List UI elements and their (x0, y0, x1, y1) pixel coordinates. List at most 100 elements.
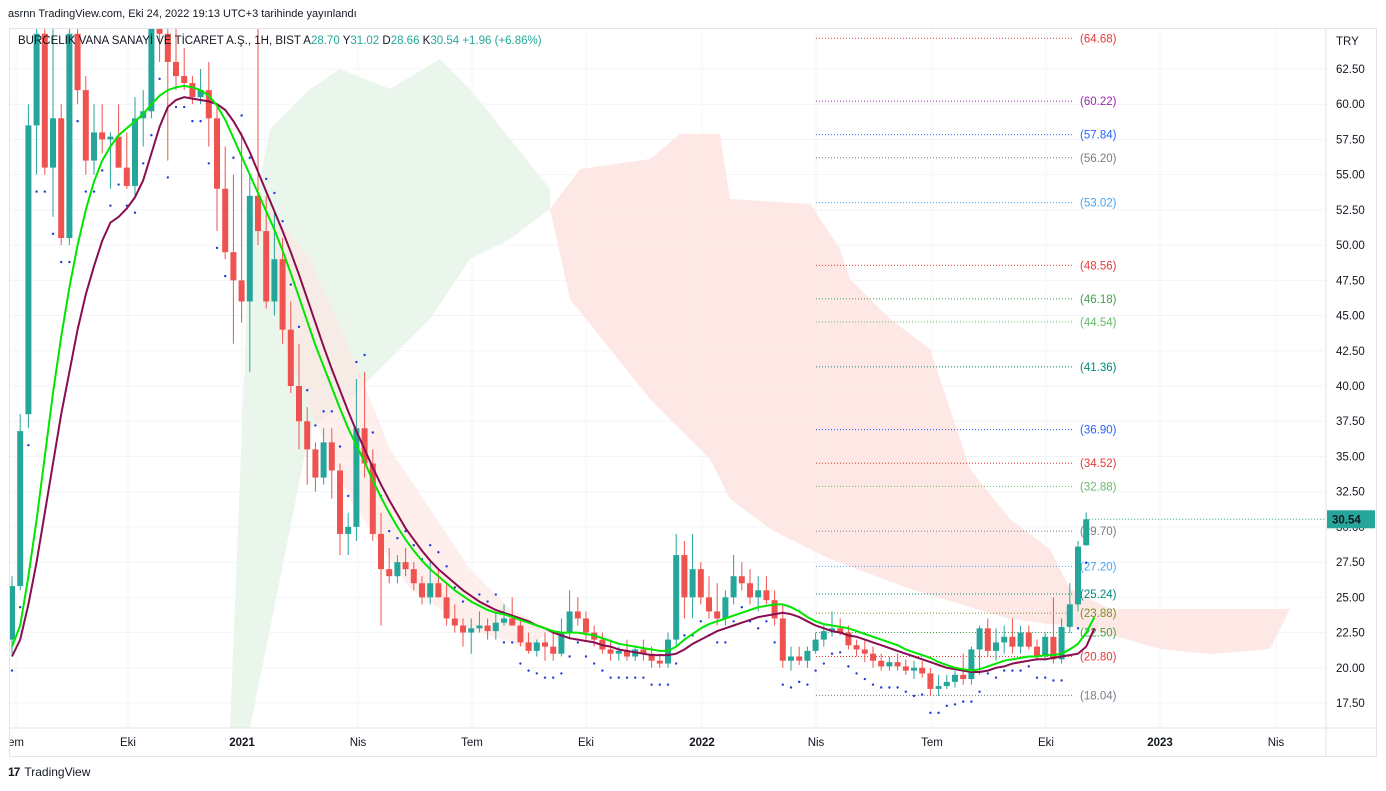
candle-body (328, 442, 335, 471)
candle-body (197, 90, 204, 98)
candle-body (238, 280, 245, 302)
candle-body (943, 681, 950, 687)
candle-body (271, 259, 278, 302)
sar-dot (560, 672, 563, 675)
sar-dot (494, 593, 497, 596)
sar-dot (371, 431, 374, 434)
close-value: 30.54 (430, 35, 460, 47)
sar-dot (27, 443, 30, 447)
cloud-bearish (550, 134, 1290, 654)
candle-body (353, 428, 360, 527)
sar-dot (757, 627, 760, 630)
candle-body (476, 625, 483, 629)
price-tick-label: 35.00 (1336, 451, 1365, 463)
sar-dot (1044, 676, 1047, 679)
candle-body (451, 618, 458, 626)
candle-body (173, 61, 179, 77)
candle-body (697, 569, 704, 598)
sar-dot (822, 662, 825, 665)
candle-body (1058, 626, 1065, 660)
sar-dot (502, 641, 506, 644)
candle-body (50, 118, 56, 168)
candle-body (566, 611, 573, 633)
candle-body (148, 29, 155, 112)
candle-body (976, 628, 983, 650)
last-price-label: 30.54 (1332, 514, 1361, 526)
candle-body (673, 555, 680, 640)
sar-dot (461, 600, 465, 603)
close-label: K (422, 35, 431, 47)
time-tick-label: Nis (1268, 737, 1285, 749)
candle-body (763, 590, 770, 601)
candle-body (845, 632, 852, 646)
sar-dot (880, 686, 883, 689)
candle-body (230, 252, 237, 281)
sar-dot (527, 669, 530, 672)
sar-dot (396, 536, 399, 540)
sar-dot (839, 651, 842, 654)
fast-ma-line (11, 84, 1096, 672)
high-label: Y (342, 35, 351, 47)
fib-level-label: (48.56) (1080, 260, 1117, 272)
chart-pane[interactable]: (64.68) (60.22) (57.84) (56.20) (53.02) (48.5… (9, 28, 1377, 757)
price-chart[interactable]: (64.68) (60.22) (57.84) (56.20) (53.02) (48.5… (10, 29, 1376, 756)
sar-dot (1060, 679, 1063, 682)
change-value: +1.96 (+6.86%) (462, 35, 542, 47)
sar-dot (347, 494, 350, 498)
candle-body (730, 576, 737, 598)
sar-dot (568, 655, 571, 658)
sar-dot (265, 177, 268, 181)
sar-dot (962, 700, 965, 703)
candle-body (164, 33, 171, 62)
currency-label: TRY (1336, 36, 1359, 48)
candle-body (870, 653, 876, 661)
candle-body (1009, 636, 1016, 647)
candle-body (517, 625, 524, 643)
price-tick-label: 62.50 (1336, 64, 1365, 76)
moving-averages (11, 84, 1096, 673)
candle-body (394, 562, 401, 577)
sar-dot (953, 703, 957, 706)
sar-dot (576, 641, 579, 644)
sar-dot (724, 641, 727, 644)
candle-body (501, 618, 507, 623)
candle-body (837, 628, 844, 633)
fib-level-label: (23.88) (1080, 608, 1117, 620)
fib-level-label: (18.04) (1080, 690, 1117, 702)
sar-dot (429, 544, 432, 547)
sar-dot (552, 676, 555, 679)
candle-body (386, 569, 393, 577)
sar-dot (740, 605, 743, 609)
sar-dot (322, 410, 325, 413)
high-value: 31.02 (350, 35, 380, 47)
candle-body (107, 136, 114, 140)
candle-body (337, 470, 343, 534)
price-tick-label: 22.50 (1336, 628, 1365, 640)
cloud-bearish (270, 209, 550, 649)
time-tick-label: em (10, 737, 24, 749)
price-tick-label: 27.50 (1336, 557, 1365, 569)
candle-body (189, 83, 196, 98)
candle-body (123, 167, 130, 186)
fib-level-label: (44.54) (1080, 317, 1117, 329)
candle-body (542, 642, 548, 647)
candle-body (41, 33, 48, 168)
sar-dot (437, 551, 440, 554)
sar-dot (273, 191, 276, 195)
sar-dot (781, 683, 784, 686)
sar-dot (363, 353, 366, 357)
sar-dot (1052, 679, 1055, 682)
sar-dot (281, 219, 284, 223)
price-tick-label: 50.00 (1336, 240, 1365, 252)
sar-dot (388, 529, 391, 533)
candle-body (574, 611, 581, 619)
price-tick-label: 45.00 (1336, 311, 1365, 323)
sar-dot (1076, 627, 1080, 630)
sar-dot (584, 655, 588, 658)
candle-body (706, 597, 712, 612)
sar-dot (888, 686, 891, 689)
tradingview-logo-icon: 17 (8, 765, 20, 779)
sar-dot (224, 274, 227, 278)
candle-body (132, 118, 138, 186)
price-tick-label: 25.00 (1336, 592, 1365, 604)
